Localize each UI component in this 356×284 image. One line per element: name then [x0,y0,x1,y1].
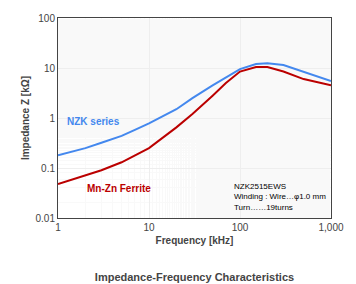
svg-text:1,000: 1,000 [318,222,343,233]
svg-text:100: 100 [38,13,55,24]
svg-text:100: 100 [232,222,249,233]
svg-text:10: 10 [143,222,155,233]
svg-text:NZK series: NZK series [67,116,120,127]
svg-text:Impedance Z [kΩ]: Impedance Z [kΩ] [20,76,31,160]
svg-text:Frequency [kHz]: Frequency [kHz] [156,235,234,246]
svg-text:NZK2515EWSWinding : Wire…φ1.0: NZK2515EWSWinding : Wire…φ1.0 mmTurn……19… [234,182,326,212]
svg-text:1: 1 [49,113,55,124]
svg-text:0.1: 0.1 [41,163,55,174]
svg-text:10: 10 [44,63,56,74]
svg-text:Mn-Zn Ferrite: Mn-Zn Ferrite [87,183,151,194]
svg-text:1: 1 [55,222,61,233]
svg-text:0.01: 0.01 [36,213,56,224]
svg-text:Impedance-Frequency Characteri: Impedance-Frequency Characteristics [95,271,294,283]
